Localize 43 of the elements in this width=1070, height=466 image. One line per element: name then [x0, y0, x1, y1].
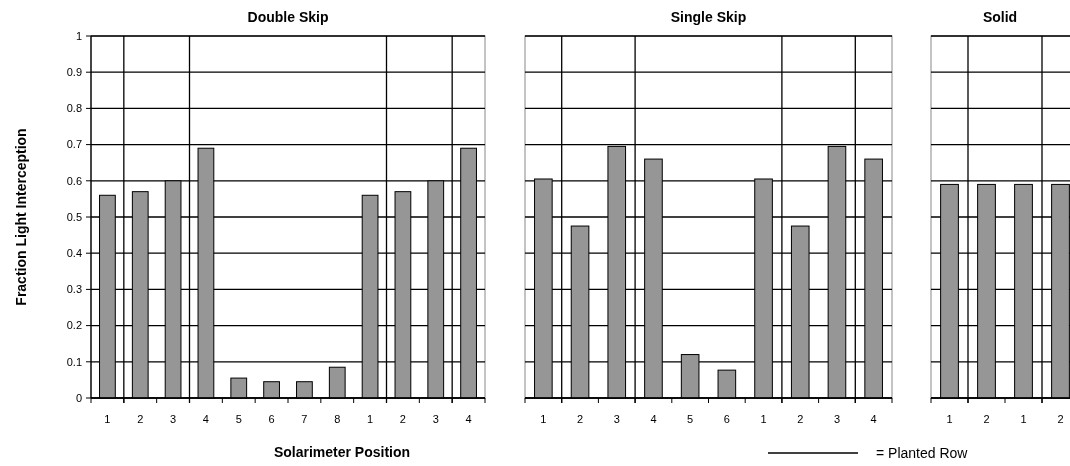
x-tick-label: 8 [334, 413, 341, 425]
x-tick-label: 1 [760, 413, 767, 425]
x-tick-label: 6 [268, 413, 275, 425]
y-tick-label: 0.2 [66, 319, 82, 332]
x-tick-label: 1 [104, 413, 111, 425]
x-tick-label: 3 [833, 413, 841, 425]
x-tick-label: 5 [235, 413, 242, 425]
y-tick-label: 0.3 [66, 283, 82, 296]
y-tick-label: 0.5 [66, 210, 82, 223]
x-tick-label: 4 [202, 413, 209, 425]
x-tick-label: 2 [399, 413, 406, 425]
x-tick-label: 2 [137, 413, 144, 425]
text: = Planted Row [876, 445, 969, 461]
y-tick-label: 0.7 [66, 138, 82, 151]
x-tick-label: 3 [613, 413, 620, 425]
x-tick-label: 2 [797, 413, 804, 425]
x-tick-label: 2 [1057, 413, 1064, 425]
y-tick-label: 1 [75, 29, 82, 42]
y-tick-label: 0.8 [66, 102, 82, 115]
chart-title: Solid [982, 9, 1018, 25]
x-tick-label: 6 [723, 413, 730, 425]
x-tick-label: 1 [540, 413, 547, 425]
x-tick-label: 7 [301, 413, 308, 425]
x-tick-label: 3 [432, 413, 439, 425]
x-tick-label: 5 [687, 413, 694, 425]
x-tick-label: 1 [946, 413, 953, 425]
x-tick-label: 3 [170, 413, 177, 425]
chart-title: Single Skip [670, 9, 747, 25]
y-tick-label: 0 [75, 391, 82, 404]
x-tick-label: 1 [367, 413, 374, 425]
x-axis-title: Solarimeter Position [273, 444, 411, 460]
chart-title: Double Skip [247, 9, 329, 25]
x-tick-label: 4 [650, 413, 657, 425]
x-tick-label: 1 [1020, 413, 1027, 425]
y-tick-label: 0.9 [66, 66, 82, 79]
x-tick-label: 2 [983, 413, 990, 425]
y-axis-title: Fraction Light Interception [13, 128, 29, 306]
x-tick-label: 2 [576, 413, 584, 425]
y-tick-label: 0.4 [66, 247, 82, 260]
x-tick-label: 4 [870, 413, 877, 425]
y-tick-label: 0.1 [66, 355, 82, 368]
y-tick-label: 0.6 [66, 174, 82, 187]
x-tick-label: 4 [465, 413, 472, 425]
